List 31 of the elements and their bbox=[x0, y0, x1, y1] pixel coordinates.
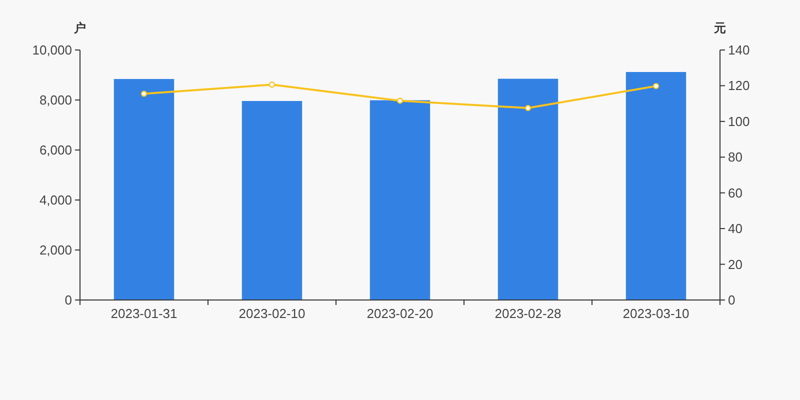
point bbox=[268, 82, 276, 88]
point bbox=[140, 90, 148, 97]
bar bbox=[370, 100, 430, 300]
point bbox=[396, 98, 404, 104]
x-tick-label: 2023-02-20 bbox=[366, 306, 434, 321]
y-tick-label: 2,000 bbox=[39, 242, 72, 258]
y2-tick-label: 80 bbox=[728, 150, 742, 165]
y2-tick-label: 140 bbox=[728, 42, 750, 58]
y2-tick-label: 100 bbox=[728, 114, 750, 129]
y-tick-label: 10,000 bbox=[32, 42, 72, 58]
y-tick-label: 0 bbox=[64, 292, 72, 308]
y-tick-label: 4,000 bbox=[39, 192, 72, 208]
bar bbox=[114, 79, 174, 300]
x-tick-label: 2023-02-28 bbox=[494, 306, 562, 321]
x-tick-label: 2023-02-10 bbox=[238, 306, 306, 321]
bar bbox=[498, 78, 558, 300]
x-tick-label: 2023-01-31 bbox=[110, 306, 178, 321]
y2-tick-label: 0 bbox=[728, 292, 736, 308]
y-tick-label: 8,000 bbox=[39, 92, 72, 108]
point bbox=[652, 82, 660, 90]
y2-tick-label: 120 bbox=[728, 78, 750, 94]
point bbox=[524, 104, 532, 112]
y2-axis-title: 元 bbox=[713, 21, 726, 35]
y-tick-label: 6,000 bbox=[39, 142, 72, 158]
y2-tick-label: 40 bbox=[728, 221, 742, 236]
bar bbox=[242, 101, 302, 300]
bar bbox=[626, 72, 686, 300]
x-tick-label: 2023-03-10 bbox=[622, 306, 690, 321]
y-axis-title: 户 bbox=[73, 21, 86, 35]
y2-tick-label: 60 bbox=[728, 185, 742, 200]
y2-tick-label: 20 bbox=[728, 256, 742, 272]
